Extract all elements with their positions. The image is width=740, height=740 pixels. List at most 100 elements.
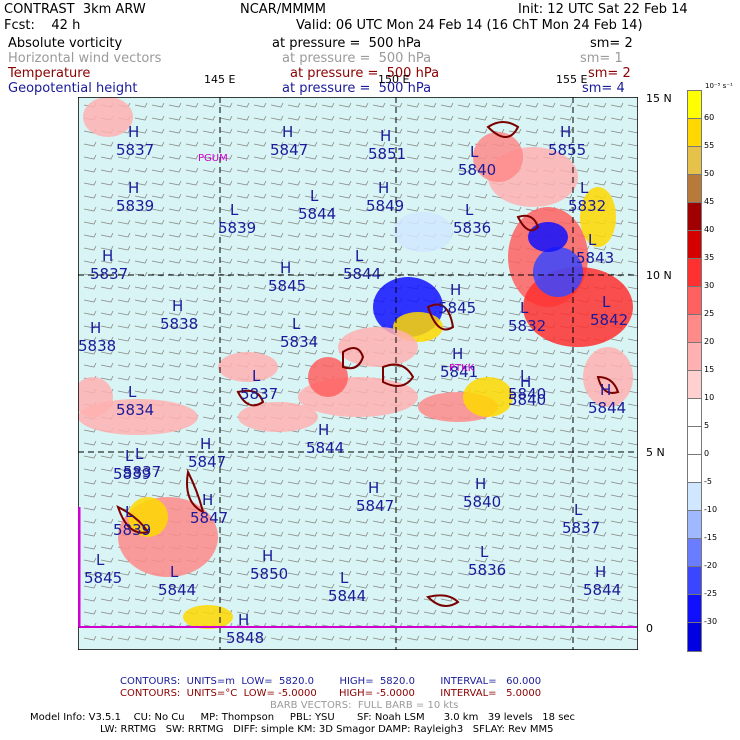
wind-barb [508, 349, 522, 355]
wind-barb [321, 271, 335, 277]
wind-barb [287, 102, 301, 108]
wind-barb [627, 559, 638, 563]
wind-barb [151, 375, 165, 381]
wind-barb [304, 440, 318, 446]
legend-level-label: 50 [704, 169, 715, 178]
height-center-marker: H [282, 123, 293, 141]
wind-barb [151, 635, 165, 641]
wind-barb [168, 492, 182, 498]
wind-barb [338, 115, 352, 121]
wind-barb [576, 596, 590, 602]
wind-barb [372, 583, 386, 589]
wind-barb [372, 414, 386, 420]
wind-barb [559, 609, 573, 615]
wind-barb [287, 180, 301, 186]
wind-barb [372, 492, 386, 498]
wind-barb [168, 167, 182, 173]
wind-barb [389, 128, 403, 134]
wind-barb [321, 258, 335, 264]
wind-barb [219, 414, 233, 420]
wind-barb [525, 115, 539, 121]
wind-barb [593, 440, 607, 446]
wind-barb [236, 180, 250, 186]
height-value-label: 5847 [188, 453, 226, 471]
wind-barb [423, 479, 437, 485]
field-height-sm: sm= 4 [582, 81, 625, 96]
wind-barb [372, 635, 386, 641]
wind-barb [525, 570, 539, 576]
wind-barb [185, 401, 199, 407]
wind-barb [219, 557, 233, 563]
wind-barb [491, 557, 505, 563]
wind-barb [168, 362, 182, 368]
wind-barb [559, 388, 573, 394]
wind-barb [508, 557, 522, 563]
wind-barb [491, 427, 505, 433]
height-center-marker: L [292, 315, 301, 333]
height-value-label: 5844 [583, 581, 621, 599]
wind-barb [185, 388, 199, 394]
wind-barb [440, 518, 454, 524]
wind-barb [321, 466, 335, 472]
wind-barb [389, 206, 403, 212]
wind-barb [236, 167, 250, 173]
wind-barb [338, 310, 352, 316]
height-center-marker: H [450, 281, 461, 299]
wind-barb [185, 310, 199, 316]
wind-barb [559, 362, 573, 368]
wind-barb [627, 494, 638, 498]
wind-barb [423, 518, 437, 524]
wind-barb [219, 102, 233, 108]
wind-barb [236, 544, 250, 550]
wind-barb [270, 440, 284, 446]
wind-barb [253, 635, 267, 641]
wind-barb [525, 505, 539, 511]
wind-barb [525, 609, 539, 615]
wind-barb [474, 531, 488, 537]
wind-barb [321, 297, 335, 303]
height-value-label: 5840 [458, 161, 496, 179]
wind-barb [406, 609, 420, 615]
legend-swatch [687, 286, 702, 316]
wind-barb [236, 557, 250, 563]
wind-barb [185, 570, 199, 576]
wind-barb [253, 284, 267, 290]
wind-barb [270, 219, 284, 225]
height-value-label: 5836 [453, 219, 491, 237]
wind-barb [304, 466, 318, 472]
wind-barb [440, 635, 454, 641]
temperature-contour [426, 594, 460, 607]
wind-barb [83, 440, 97, 446]
field-vorticity-level: at pressure = 500 hPa [272, 36, 422, 51]
wind-barb [151, 102, 165, 108]
wind-barb [304, 167, 318, 173]
wind-barb [219, 115, 233, 121]
height-value-label: 5832 [508, 317, 546, 335]
wind-barb [440, 609, 454, 615]
wind-barb [321, 596, 335, 602]
vorticity-blob [128, 497, 168, 537]
wind-barb [355, 570, 369, 576]
wind-barb [83, 297, 97, 303]
wind-barb [406, 258, 420, 264]
wind-barb [304, 180, 318, 186]
wind-barb [491, 115, 505, 121]
wind-barb [474, 362, 488, 368]
wind-barb [185, 128, 199, 134]
wind-barb [287, 128, 301, 134]
wind-barb [100, 206, 114, 212]
wind-barb [287, 167, 301, 173]
height-value-label: 5834 [116, 401, 154, 419]
wind-barb [304, 245, 318, 251]
wind-barb [423, 453, 437, 459]
height-value-label: 5837 [123, 463, 161, 481]
wind-barb [117, 323, 131, 329]
wind-barb [202, 245, 216, 251]
wind-barb [593, 453, 607, 459]
wind-barb [627, 260, 638, 264]
wind-barb [491, 219, 505, 225]
legend-level-label: 30 [704, 281, 715, 290]
wind-barb [338, 492, 352, 498]
wind-barb [355, 583, 369, 589]
wind-barb [253, 206, 267, 212]
